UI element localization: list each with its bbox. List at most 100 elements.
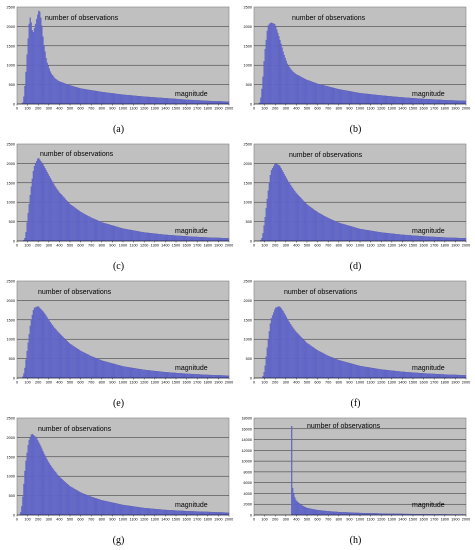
histogram-bar (403, 234, 405, 242)
histogram-bar (288, 322, 291, 379)
histogram-bar (149, 96, 151, 105)
histogram-bar (90, 90, 92, 105)
x-tick-label: 1600 (419, 107, 427, 111)
histogram-bar (59, 477, 61, 516)
histogram-bar (91, 217, 93, 242)
histogram-bar (174, 510, 177, 516)
histogram-bar (56, 330, 58, 379)
histogram-bar (270, 170, 273, 242)
histogram-bar (280, 308, 282, 379)
histogram-bar (59, 81, 61, 105)
y-tick-label: 0 (250, 514, 252, 518)
histogram-bar (93, 497, 95, 516)
histogram-bar (29, 17, 31, 105)
histogram-bar (167, 510, 169, 516)
histogram-bar (154, 97, 156, 105)
x-tick-label: 700 (325, 381, 331, 385)
histogram-bar (181, 235, 183, 242)
histogram-bar (355, 512, 357, 516)
histogram-bar (354, 92, 356, 105)
histogram-bar (37, 440, 39, 516)
histogram-bar (210, 374, 213, 379)
histogram-bar (295, 499, 297, 516)
histogram-bar (276, 307, 278, 379)
x-tick-label: 1500 (172, 107, 180, 111)
histogram-bar (434, 99, 436, 105)
histogram-bar (99, 91, 101, 105)
histogram-bar (417, 235, 419, 242)
histogram-bar (370, 367, 372, 379)
x-tick-label: 500 (304, 244, 310, 248)
histogram-bar (168, 98, 170, 105)
histogram-bar (370, 94, 372, 105)
y-tick-label: 500 (246, 220, 252, 224)
x-tick-label: 600 (314, 381, 320, 385)
x-tick-label: 1700 (430, 244, 438, 248)
histogram-bar (55, 329, 57, 379)
histogram-bar (437, 237, 439, 242)
histogram-bar (430, 99, 433, 105)
histogram-bar (79, 492, 81, 516)
histogram-bar (334, 511, 336, 516)
histogram-bar (455, 237, 457, 242)
histogram-bar (442, 374, 444, 379)
histogram-bar (402, 234, 404, 242)
histogram-bar (186, 511, 188, 516)
histogram-bar (385, 232, 387, 242)
histogram-bar (107, 92, 109, 105)
series-label: number of observations (38, 289, 112, 296)
histogram-bar (70, 344, 73, 379)
histogram-bar (197, 374, 199, 379)
histogram-bar (62, 336, 64, 379)
histogram-bar (404, 371, 406, 379)
histogram-bar (178, 510, 180, 516)
histogram-bar (445, 374, 447, 379)
histogram-bar (207, 374, 209, 379)
histogram-bar (161, 371, 163, 379)
histogram-bar (192, 100, 195, 105)
x-tick-label: 100 (261, 107, 267, 111)
histogram-bar (320, 84, 322, 105)
histogram-bar (458, 100, 460, 105)
histogram-bar (383, 232, 385, 242)
histogram-bar (203, 100, 205, 105)
histogram-bar (146, 508, 148, 516)
histogram-bar (74, 207, 76, 242)
x-tick-label: 1800 (204, 244, 212, 248)
histogram-bar (162, 97, 164, 105)
histogram-bar (279, 306, 281, 379)
histogram-bar (294, 73, 296, 105)
axis-label: magnitude (175, 502, 208, 509)
histogram-bar (314, 509, 316, 516)
histogram-bar (182, 235, 184, 242)
histogram-bar (298, 75, 300, 105)
histogram-bar (439, 237, 441, 242)
x-tick-label: 1100 (367, 381, 375, 385)
histogram-bar (164, 234, 166, 242)
histogram-bar (192, 511, 195, 516)
histogram-bar (376, 231, 379, 242)
histogram-bar (292, 327, 294, 379)
histogram-bar (26, 452, 28, 516)
histogram-bar (340, 89, 343, 105)
x-tick-label: 400 (56, 107, 62, 111)
x-tick-label: 1100 (367, 107, 375, 111)
x-tick-label: 1900 (214, 381, 222, 385)
histogram-bar (286, 179, 288, 242)
x-tick-label: 600 (77, 244, 83, 248)
histogram-bar (56, 188, 58, 242)
histogram-bar (423, 98, 425, 105)
histogram-bar (210, 511, 213, 516)
histogram-bar (323, 510, 326, 516)
histogram-bar (137, 507, 139, 516)
x-tick-label: 1100 (130, 518, 138, 522)
histogram-bar (96, 220, 98, 242)
histogram-bar (50, 323, 53, 379)
histogram-bar (345, 512, 347, 516)
y-tick-label: 2000 (244, 299, 252, 303)
x-tick-label: 1700 (193, 107, 201, 111)
histogram-bar (45, 58, 47, 105)
y-tick-label: 1000 (7, 338, 15, 342)
histogram-bar (75, 489, 77, 516)
histogram-bar (285, 60, 287, 105)
